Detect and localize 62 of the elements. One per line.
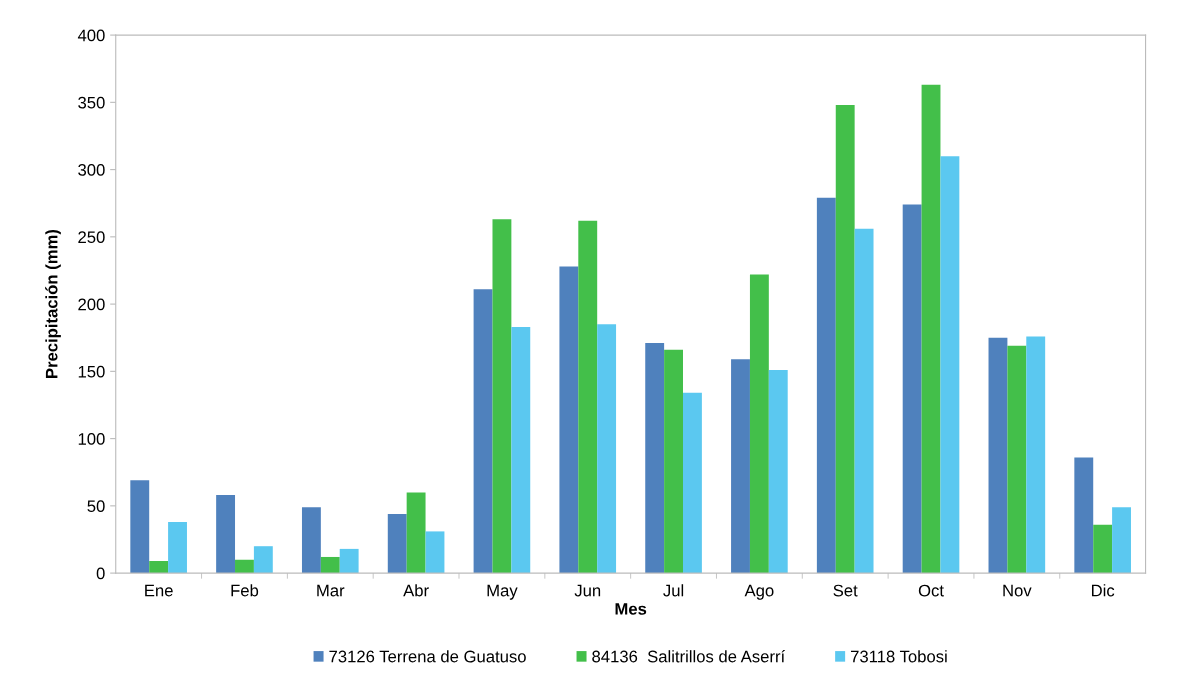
x-tick-label: Set <box>833 584 858 597</box>
x-tick-label: Jul <box>663 584 684 597</box>
bar <box>835 105 855 574</box>
bar <box>768 370 788 574</box>
y-tick-label: 350 <box>78 96 105 109</box>
x-tick-label: Feb <box>231 584 259 597</box>
bar <box>387 513 407 574</box>
bar <box>597 324 617 574</box>
bar <box>902 204 922 574</box>
bar <box>168 521 187 574</box>
y-tick-label: 50 <box>87 500 105 513</box>
bar <box>253 546 273 574</box>
x-tick-label: May <box>487 584 518 600</box>
y-tick-label: 400 <box>77 29 105 42</box>
bar <box>1093 524 1113 574</box>
bar <box>149 561 169 574</box>
bar <box>988 337 1008 574</box>
x-tick-label: Ene <box>145 584 173 597</box>
bar <box>816 197 836 574</box>
x-tick-label: Nov <box>1003 584 1032 597</box>
bar <box>749 274 769 574</box>
bar <box>940 156 960 574</box>
bar <box>235 559 254 574</box>
x-axis-title: Mes <box>615 603 647 615</box>
bar <box>683 392 702 574</box>
bar <box>1112 507 1131 574</box>
bar <box>854 228 874 574</box>
legend-label: 73118 Tobosi <box>850 650 947 663</box>
y-axis-title: Precipitación (mm) <box>45 229 61 378</box>
y-tick-label: 150 <box>78 365 105 378</box>
bar <box>578 220 598 574</box>
bar <box>559 266 579 574</box>
x-tick-label: Abr <box>403 584 429 597</box>
bar <box>664 349 683 574</box>
bar <box>511 326 531 574</box>
legend-label: 73126 Terrena de Guatuso <box>329 650 526 663</box>
y-tick-label: 250 <box>78 231 105 244</box>
y-tick-label: 200 <box>78 298 105 311</box>
bar <box>320 556 340 574</box>
bar <box>1007 345 1027 574</box>
bar <box>645 343 665 574</box>
bar <box>216 495 236 574</box>
bar <box>921 84 941 574</box>
bar <box>339 548 359 574</box>
bar <box>1074 457 1094 574</box>
bar <box>425 531 445 574</box>
bar <box>473 289 493 574</box>
bar <box>301 507 321 574</box>
legend-label: 84136 Salitrillos de Aserrí <box>592 649 786 663</box>
y-tick-label: 100 <box>78 433 105 445</box>
bar <box>1026 336 1046 574</box>
y-tick-label: 300 <box>78 163 105 176</box>
bar <box>492 219 512 574</box>
bar <box>130 480 150 574</box>
x-tick-label: Dic <box>1091 584 1115 597</box>
bar <box>406 492 426 574</box>
y-tick-label: 0 <box>96 567 105 580</box>
x-tick-label: Jun <box>574 584 601 597</box>
x-tick-label: Mar <box>317 584 345 597</box>
bar <box>731 359 750 574</box>
x-tick-label: Ago <box>744 584 774 600</box>
x-tick-label: Oct <box>918 584 944 597</box>
